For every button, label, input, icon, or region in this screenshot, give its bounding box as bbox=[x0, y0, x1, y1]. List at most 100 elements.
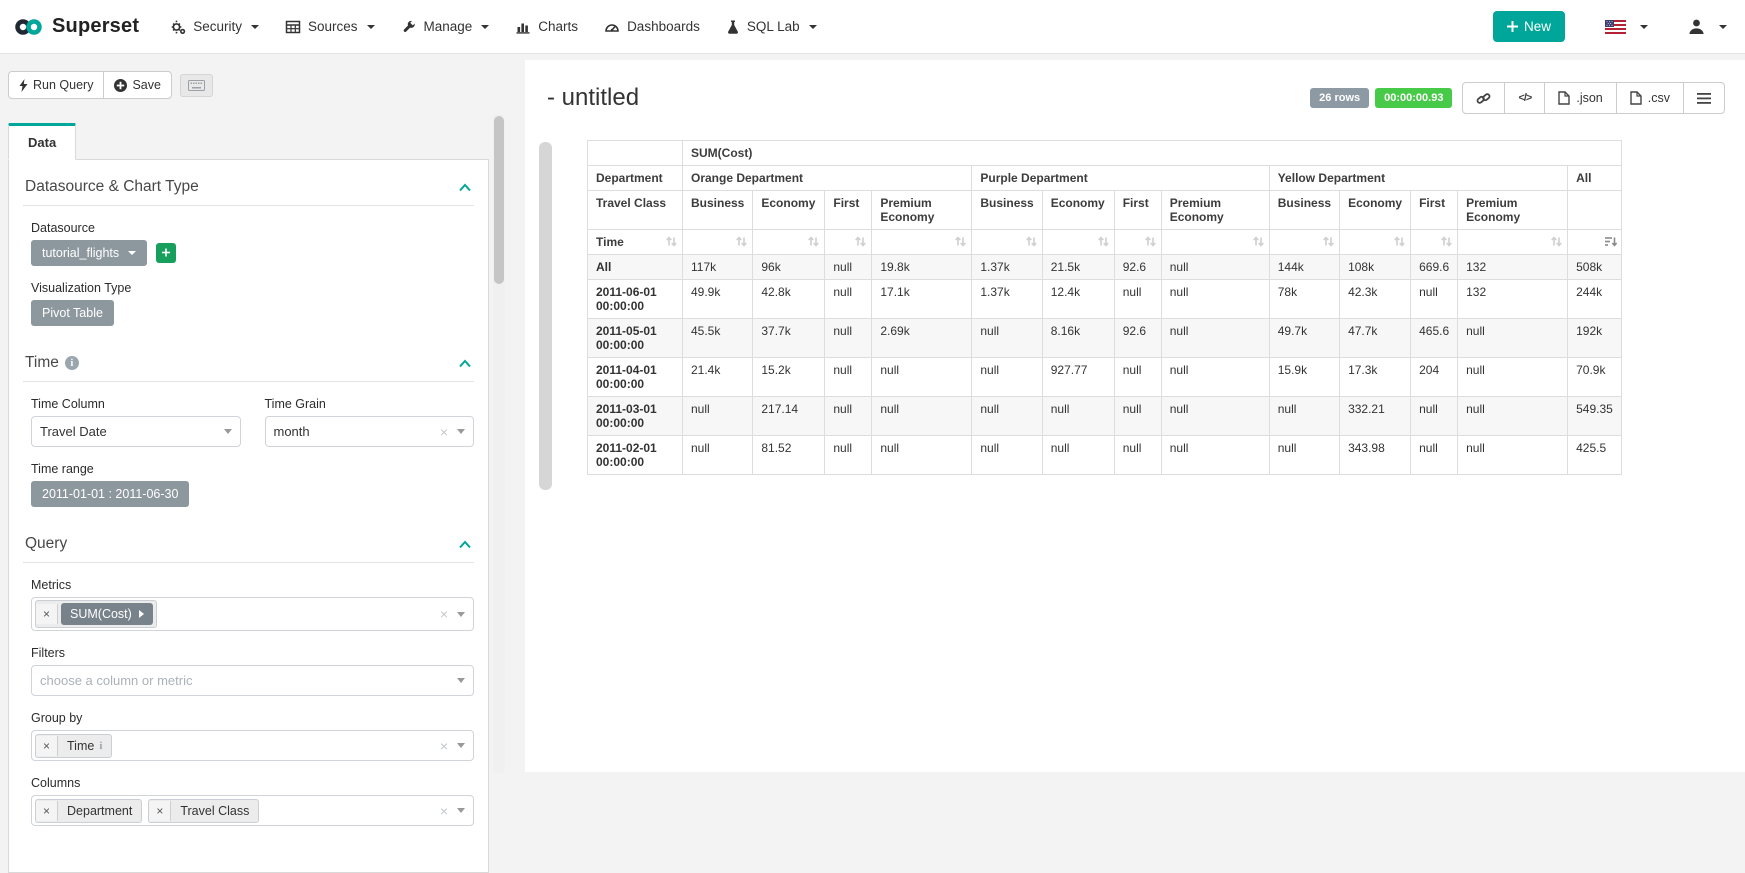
flask-icon bbox=[726, 19, 740, 35]
nav-label: Sources bbox=[308, 19, 358, 34]
section-datasource-chart-type: Datasource & Chart Type Datasource tutor… bbox=[23, 176, 474, 326]
section-title: Datasource & Chart Type bbox=[25, 178, 199, 196]
sort-icon bbox=[1144, 235, 1157, 248]
hamburger-icon bbox=[1697, 93, 1711, 104]
value-cell: 1.37k bbox=[972, 255, 1042, 280]
value-cell: null bbox=[1114, 280, 1161, 319]
value-cell: null bbox=[1458, 319, 1568, 358]
value-cell: 204 bbox=[1411, 358, 1458, 397]
section-header[interactable]: Time i bbox=[23, 352, 474, 382]
sort-header[interactable] bbox=[1340, 230, 1411, 255]
nav-item-charts[interactable]: Charts bbox=[502, 0, 591, 54]
chevron-down-icon bbox=[457, 429, 465, 434]
keyboard-shortcuts-button[interactable] bbox=[180, 74, 213, 97]
add-datasource-button[interactable] bbox=[156, 243, 176, 263]
value-cell: null bbox=[1458, 397, 1568, 436]
brand-name: Superset bbox=[52, 15, 139, 38]
chart-scrollbar[interactable] bbox=[539, 142, 552, 490]
clear-icon[interactable]: × bbox=[440, 804, 448, 818]
sort-header[interactable] bbox=[1269, 230, 1339, 255]
time-grain-select[interactable]: month × bbox=[265, 416, 475, 447]
columns-select[interactable]: × Department × Travel Class × bbox=[31, 795, 474, 826]
time-column-select[interactable]: Travel Date bbox=[31, 416, 241, 447]
language-selector[interactable] bbox=[1605, 20, 1648, 34]
filters-label: Filters bbox=[31, 646, 474, 660]
run-query-button[interactable]: Run Query bbox=[8, 71, 104, 99]
sort-header[interactable] bbox=[1458, 230, 1568, 255]
sort-header[interactable] bbox=[753, 230, 825, 255]
chart-menu-button[interactable] bbox=[1683, 82, 1725, 114]
superset-logo[interactable]: Superset bbox=[14, 15, 139, 38]
sort-header[interactable] bbox=[1114, 230, 1161, 255]
travel-class-cell: Premium Economy bbox=[872, 191, 972, 230]
sort-header[interactable] bbox=[972, 230, 1042, 255]
remove-token-icon[interactable]: × bbox=[36, 736, 58, 756]
chevron-down-icon bbox=[1640, 25, 1648, 29]
chart-header-actions: 26 rows 00:00:00.93 </> .json bbox=[1304, 82, 1725, 114]
plus-icon bbox=[162, 248, 170, 257]
metrics-select[interactable]: × SUM(Cost) × bbox=[31, 597, 474, 631]
nav-item-security[interactable]: Security bbox=[157, 0, 272, 54]
nav-item-sources[interactable]: Sources bbox=[272, 0, 388, 54]
clear-icon[interactable]: × bbox=[440, 425, 448, 439]
remove-token-icon[interactable]: × bbox=[36, 801, 58, 821]
file-code-icon bbox=[1558, 91, 1570, 105]
remove-token-icon[interactable]: × bbox=[149, 801, 171, 821]
value-cell: 465.6 bbox=[1411, 319, 1458, 358]
sort-header-time[interactable]: Time bbox=[588, 230, 683, 255]
sort-header[interactable] bbox=[1042, 230, 1114, 255]
sort-row: Time bbox=[588, 230, 1622, 255]
view-query-button[interactable]: </> bbox=[1504, 82, 1545, 114]
section-header[interactable]: Query bbox=[23, 533, 474, 563]
sort-icon bbox=[1097, 235, 1110, 248]
clear-icon[interactable]: × bbox=[440, 739, 448, 753]
value-cell: null bbox=[1161, 319, 1269, 358]
sort-header[interactable] bbox=[825, 230, 872, 255]
save-button[interactable]: Save bbox=[103, 71, 172, 99]
filters-select[interactable]: choose a column or metric bbox=[31, 665, 474, 696]
groupby-select[interactable]: × Timei × bbox=[31, 730, 474, 761]
controls-scrollbar[interactable] bbox=[493, 114, 505, 774]
section-header[interactable]: Datasource & Chart Type bbox=[23, 176, 474, 206]
chevron-down-icon bbox=[457, 808, 465, 813]
metric-chip[interactable]: SUM(Cost) bbox=[61, 603, 153, 625]
pivot-table-container: SUM(Cost)DepartmentOrange DepartmentPurp… bbox=[587, 140, 1725, 475]
value-cell: 15.9k bbox=[1269, 358, 1339, 397]
datasource-button[interactable]: tutorial_flights bbox=[31, 240, 147, 266]
tab-data[interactable]: Data bbox=[8, 123, 76, 160]
query-toolbar: Run Query Save bbox=[8, 71, 489, 99]
value-cell: 1.37k bbox=[972, 280, 1042, 319]
nav-item-sql-lab[interactable]: SQL Lab bbox=[713, 0, 830, 54]
sort-header[interactable] bbox=[1411, 230, 1458, 255]
share-link-button[interactable] bbox=[1462, 82, 1505, 114]
user-menu[interactable] bbox=[1688, 18, 1727, 35]
sort-icon bbox=[1550, 235, 1563, 248]
export-csv-button[interactable]: .csv bbox=[1616, 82, 1684, 114]
value-cell: null bbox=[1161, 436, 1269, 475]
keyboard-icon bbox=[188, 80, 205, 91]
clear-icon[interactable]: × bbox=[440, 607, 448, 621]
viz-type-button[interactable]: Pivot Table bbox=[31, 300, 114, 326]
sort-icon bbox=[1393, 235, 1406, 248]
sort-header-all[interactable] bbox=[1568, 230, 1622, 255]
value-cell: null bbox=[1114, 358, 1161, 397]
time-range-button[interactable]: 2011-01-01 : 2011-06-30 bbox=[31, 481, 189, 507]
scrollbar-thumb[interactable] bbox=[494, 116, 504, 284]
export-json-button[interactable]: .json bbox=[1544, 82, 1616, 114]
sort-header[interactable] bbox=[1161, 230, 1269, 255]
value-cell: 78k bbox=[1269, 280, 1339, 319]
chart-title[interactable]: - untitled bbox=[547, 84, 639, 112]
value-cell: 37.7k bbox=[753, 319, 825, 358]
section-query: Query Metrics × SUM(Cost) bbox=[23, 533, 474, 826]
sort-header[interactable] bbox=[683, 230, 753, 255]
nav-item-dashboards[interactable]: Dashboards bbox=[591, 0, 713, 54]
datasource-label: Datasource bbox=[31, 221, 474, 235]
remove-token-icon[interactable]: × bbox=[36, 604, 58, 624]
wrench-icon bbox=[401, 19, 417, 35]
sort-header[interactable] bbox=[872, 230, 972, 255]
value-cell: null bbox=[1161, 255, 1269, 280]
travel-class-cell: Business bbox=[1269, 191, 1339, 230]
nav-item-manage[interactable]: Manage bbox=[388, 0, 503, 54]
new-button[interactable]: New bbox=[1493, 11, 1565, 42]
chevron-down-icon bbox=[457, 743, 465, 748]
